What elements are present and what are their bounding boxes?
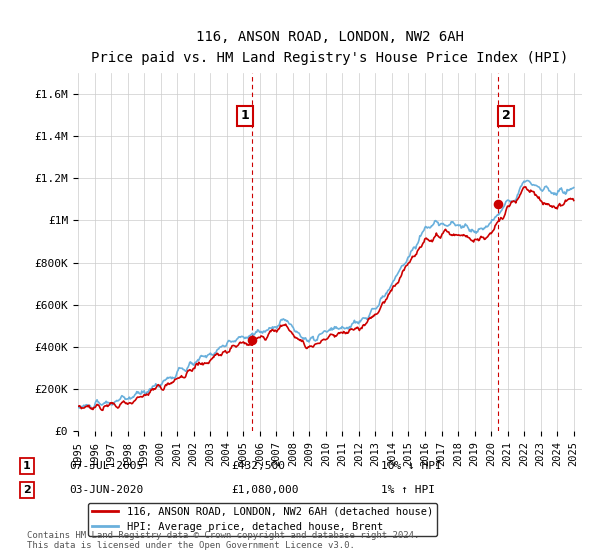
Text: 2: 2 xyxy=(23,485,31,495)
Text: 1% ↑ HPI: 1% ↑ HPI xyxy=(381,485,435,495)
Text: 07-JUL-2005: 07-JUL-2005 xyxy=(69,461,143,471)
Text: 03-JUN-2020: 03-JUN-2020 xyxy=(69,485,143,495)
Text: £432,500: £432,500 xyxy=(231,461,285,471)
Text: 1: 1 xyxy=(241,109,250,122)
Legend: 116, ANSON ROAD, LONDON, NW2 6AH (detached house), HPI: Average price, detached : 116, ANSON ROAD, LONDON, NW2 6AH (detach… xyxy=(88,503,437,536)
Text: £1,080,000: £1,080,000 xyxy=(231,485,299,495)
Text: 1: 1 xyxy=(23,461,31,471)
Text: 10% ↓ HPI: 10% ↓ HPI xyxy=(381,461,442,471)
Point xyxy=(493,199,503,208)
Text: Contains HM Land Registry data © Crown copyright and database right 2024.
This d: Contains HM Land Registry data © Crown c… xyxy=(27,530,419,550)
Text: 2: 2 xyxy=(502,109,511,122)
Title: 116, ANSON ROAD, LONDON, NW2 6AH
Price paid vs. HM Land Registry's House Price I: 116, ANSON ROAD, LONDON, NW2 6AH Price p… xyxy=(91,30,569,65)
Point xyxy=(247,335,257,344)
